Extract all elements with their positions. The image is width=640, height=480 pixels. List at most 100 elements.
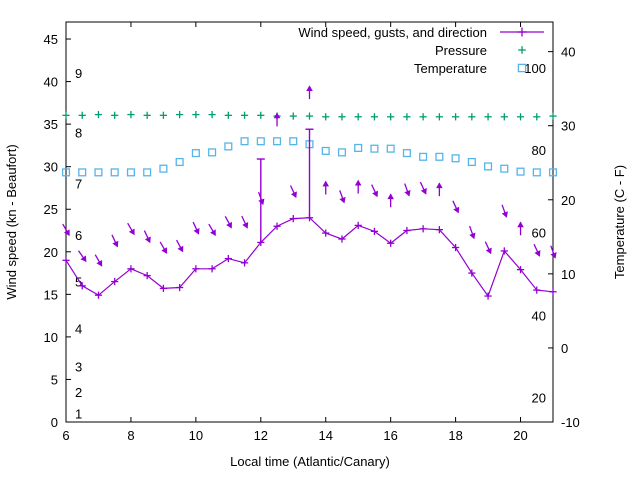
wind-direction-arrow	[339, 190, 346, 204]
arrow-head	[436, 182, 443, 189]
temperature-point	[419, 152, 428, 161]
temperature-point	[435, 152, 444, 161]
wind-direction-arrow	[322, 180, 330, 195]
arrow-head	[517, 221, 524, 228]
wind-direction-arrow	[127, 222, 135, 236]
arrow-head	[128, 228, 135, 236]
wind-direction-arrow	[387, 193, 394, 208]
beaufort-label: 1	[75, 406, 82, 421]
temperature-point	[272, 137, 282, 146]
fahrenheit-label: 20	[532, 391, 546, 406]
arrow-head	[453, 206, 460, 214]
wind-direction-arrow	[404, 183, 411, 197]
y-right-tick-label: 30	[561, 119, 575, 134]
arrow-head	[534, 250, 541, 257]
arrow-head	[485, 247, 492, 255]
y-left-tick-label: 15	[44, 287, 58, 302]
series-wind-direction-arrows	[62, 85, 557, 267]
wind-direction-arrow	[77, 250, 87, 263]
temperature-point	[159, 164, 168, 173]
arrow-head	[80, 255, 87, 263]
temperature-point	[126, 168, 135, 177]
temperature-point	[548, 168, 558, 177]
wind-direction-arrow	[192, 221, 200, 235]
series-temperature	[61, 137, 558, 177]
wind-direction-arrow	[224, 215, 232, 229]
temperature-point	[451, 154, 460, 163]
x-axis-label: Local time (Atlantic/Canary)	[230, 454, 390, 469]
arrow-head	[469, 232, 476, 240]
temperature-point	[516, 167, 525, 176]
plot-border	[65, 21, 554, 423]
chart-legend: Wind speed, gusts, and direction Pressure…	[298, 25, 544, 76]
y-right-tick-label: 10	[561, 267, 575, 282]
arrow-head	[63, 229, 70, 236]
wind-direction-arrow	[517, 221, 524, 236]
beaufort-scale-labels: 1 2 3 4 5 6 7 8 9	[75, 66, 82, 421]
x-axis-ticks: 6 8 10 12 14 16 18 20	[62, 22, 528, 443]
wind-direction-arrow	[436, 182, 443, 197]
legend-label-2: Pressure	[435, 43, 487, 58]
y-left-tick-label: 25	[44, 202, 58, 217]
y-axis-right-label: Temperature (C - F)	[612, 165, 627, 279]
temperature-point	[402, 149, 411, 158]
fahrenheit-label: 100	[524, 61, 546, 76]
wind-direction-arrow	[273, 112, 281, 127]
arrow-head	[322, 180, 330, 187]
temperature-point	[467, 157, 476, 167]
x-tick-label: 12	[254, 428, 268, 443]
arrow-head	[420, 188, 427, 195]
temperature-point	[110, 168, 119, 177]
arrow-head	[242, 222, 249, 229]
temperature-point	[321, 146, 330, 155]
temperature-point	[386, 144, 395, 153]
legend-label-1: Wind speed, gusts, and direction	[298, 25, 487, 40]
temperature-point	[78, 168, 87, 177]
temperature-point	[484, 162, 493, 171]
y-right-tick-label: 0	[561, 341, 568, 356]
arrow-head	[550, 252, 557, 259]
wind-direction-arrow	[176, 239, 184, 253]
x-tick-label: 20	[513, 428, 527, 443]
y-left-tick-label: 20	[44, 245, 58, 260]
arrow-head	[306, 85, 313, 92]
temperature-point	[191, 149, 200, 158]
wind-direction-arrow	[306, 85, 313, 100]
beaufort-label: 3	[75, 360, 82, 375]
beaufort-label: 7	[75, 177, 82, 192]
wind-direction-arrow	[452, 200, 460, 214]
wind-direction-arrow	[159, 241, 168, 254]
wind-direction-arrow	[371, 184, 379, 198]
beaufort-label: 8	[75, 126, 82, 141]
arrow-head	[273, 112, 281, 119]
wind-direction-arrow	[484, 241, 492, 255]
x-tick-label: 18	[448, 428, 462, 443]
y-left-tick-label: 35	[44, 117, 58, 132]
wind-direction-arrow	[501, 204, 508, 218]
temperature-point	[337, 148, 347, 157]
beaufort-label: 6	[75, 228, 82, 243]
series-pressure	[62, 110, 557, 121]
beaufort-label: 9	[75, 66, 82, 81]
y-right-tick-label: 20	[561, 193, 575, 208]
wind-direction-arrow	[62, 223, 70, 236]
series-wind-speed	[62, 214, 557, 300]
arrow-head	[372, 190, 379, 198]
wind-direction-arrow	[533, 243, 541, 257]
y-right-tick-label: 40	[561, 45, 575, 60]
wind-direction-arrow	[289, 185, 297, 198]
y-left-tick-label: 30	[44, 160, 58, 175]
wind-direction-arrow	[208, 223, 216, 236]
arrow-head	[193, 228, 200, 235]
arrow-head	[112, 240, 119, 248]
arrow-head	[354, 179, 362, 186]
y-axis-right-ticks: -10 0 10 20 30 40	[548, 45, 580, 430]
temperature-point	[143, 168, 152, 177]
y-axis-left-label: Wind speed (kn - Beaufort)	[4, 144, 19, 299]
temperature-point	[208, 148, 217, 157]
temperature-point	[240, 137, 249, 146]
y-right-tick-label: -10	[561, 415, 580, 430]
temperature-point	[354, 143, 363, 152]
wind-direction-arrow	[111, 234, 119, 248]
